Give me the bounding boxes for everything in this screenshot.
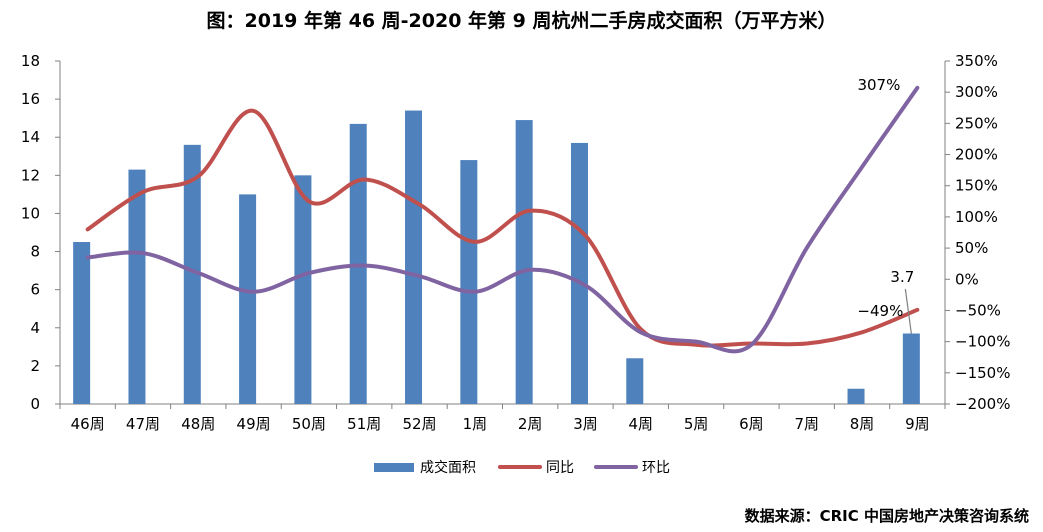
series-line-mom [85, 85, 920, 354]
y-left-tick-label: 0 [30, 395, 40, 413]
y-left-tick-label: 18 [21, 52, 40, 70]
y-right-tick-label: −200% [955, 395, 1010, 413]
y-right-tick-label: 150% [955, 177, 998, 195]
y-right-tick-label: 350% [955, 52, 998, 70]
x-tick-label: 7周 [794, 415, 819, 433]
y-right-tick-label: −150% [955, 364, 1010, 382]
y-left-tick-label: 14 [21, 128, 40, 146]
x-tick-label: 47周 [126, 415, 160, 433]
x-tick-label: 51周 [347, 415, 381, 433]
legend-item-area: 成交面积 [420, 459, 476, 476]
bar [128, 169, 146, 404]
x-tick-label: 4周 [629, 415, 654, 433]
bar [570, 142, 588, 404]
bar [847, 388, 865, 404]
y-right-tick-label: 250% [955, 114, 998, 132]
y-right-tick-label: 200% [955, 146, 998, 164]
bar [405, 110, 423, 405]
legend-item-yoy: 同比 [546, 460, 574, 476]
x-tick-label: 2周 [518, 415, 543, 433]
data-label-bar: 3.7 [890, 268, 914, 286]
legend-swatch-bar [374, 463, 414, 472]
bar [294, 175, 312, 404]
y-left-tick-label: 6 [30, 281, 40, 299]
y-right-tick-label: 100% [955, 208, 998, 226]
y-left-tick-label: 2 [30, 357, 40, 375]
x-tick-label: 3周 [573, 415, 598, 433]
source-note: 数据来源：CRIC 中国房地产决策咨询系统 [744, 507, 1029, 525]
x-tick-label: 8周 [850, 415, 875, 433]
legend-item-mom: 环比 [642, 460, 670, 476]
y-right-tick-label: −50% [955, 301, 1001, 319]
y-left-tick-label: 10 [21, 204, 40, 222]
y-right-tick-label: 50% [955, 239, 988, 257]
x-tick-label: 50周 [292, 415, 326, 433]
bar [515, 120, 533, 405]
x-tick-label: 5周 [684, 415, 709, 433]
x-tick-label: 48周 [181, 415, 215, 433]
y-left-tick-label: 8 [30, 243, 40, 261]
chart-title: 图：2019 年第 46 周-2020 年第 9 周杭州二手房成交面积（万平方米… [206, 10, 837, 32]
y-left-tick-label: 16 [21, 90, 40, 108]
x-tick-label: 1周 [463, 415, 488, 433]
x-tick-label: 52周 [402, 415, 436, 433]
y-right-tick-label: −100% [955, 333, 1010, 351]
y-right-tick-label: 0% [955, 270, 979, 288]
bar [183, 144, 201, 404]
data-label-yoy: −49% [857, 302, 903, 320]
bar [73, 242, 91, 404]
data-label-leader [904, 288, 912, 334]
y-left-tick-label: 4 [30, 319, 40, 337]
x-tick-label: 9周 [905, 415, 930, 433]
bar [626, 358, 644, 404]
x-tick-label: 6周 [739, 415, 764, 433]
x-tick-label: 49周 [237, 415, 271, 433]
y-right-tick-label: 300% [955, 83, 998, 101]
y-left-tick-label: 12 [21, 166, 40, 184]
x-tick-label: 46周 [71, 415, 105, 433]
data-label-mom: 307% [857, 76, 900, 94]
bar [902, 333, 920, 404]
bar [460, 160, 478, 404]
series-line-yoy [85, 108, 920, 348]
bar [239, 194, 257, 404]
